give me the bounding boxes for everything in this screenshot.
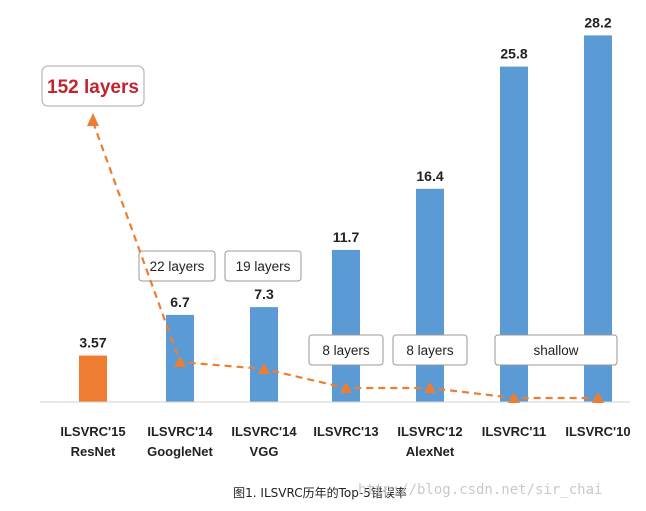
layer-annotations: 152 layers 22 layers 19 layers 8 layers … <box>41 65 618 366</box>
bar-3 <box>332 249 360 402</box>
annotation-8-layers-13: 8 layers <box>308 334 384 366</box>
value-label-4: 16.4 <box>416 168 443 184</box>
trend-marker-11 <box>508 392 520 403</box>
bar-2 <box>250 307 278 402</box>
annotation-152-layers: 152 layers <box>41 65 145 107</box>
value-label-6: 28.2 <box>584 14 611 30</box>
annotation-shallow-text: shallow <box>533 343 578 358</box>
tick-label-4-1: AlexNet <box>406 444 455 459</box>
value-label-1: 6.7 <box>170 294 190 310</box>
trend-marker-vgg <box>258 363 270 374</box>
annotation-8-layers-13-text: 8 layers <box>322 343 370 358</box>
trend-arrow-head <box>87 113 99 126</box>
annotation-22-layers: 22 layers <box>138 250 216 282</box>
value-label-2: 7.3 <box>254 286 274 302</box>
watermark-text: http://blog.csdn.net/sir_chai <box>358 482 602 498</box>
tick-label-6-0: ILSVRC'10 <box>565 424 630 439</box>
tick-label-3-0: ILSVRC'13 <box>313 424 378 439</box>
annotation-19-layers-text: 19 layers <box>236 259 291 274</box>
tick-label-0-0: ILSVRC'15 <box>60 424 125 439</box>
tick-label-1-0: ILSVRC'14 <box>147 424 213 439</box>
value-label-5: 25.8 <box>500 46 527 62</box>
value-label-0: 3.57 <box>79 335 106 351</box>
figure-caption: 图1. ILSVRC历年的Top-5错误率 <box>233 485 407 500</box>
bar-4 <box>416 188 444 402</box>
trend-marker-alexnet <box>424 382 436 393</box>
trend-marker-13 <box>340 382 352 393</box>
annotation-8-layers-12: 8 layers <box>392 334 468 366</box>
annotation-19-layers: 19 layers <box>224 250 302 282</box>
trend-marker-10 <box>592 392 604 403</box>
bars <box>79 35 612 403</box>
layers-trend-line <box>87 113 604 403</box>
value-label-3: 11.7 <box>333 229 360 245</box>
tick-label-2-0: ILSVRC'14 <box>231 424 297 439</box>
tick-label-2-1: VGG <box>250 444 279 459</box>
tick-label-4-0: ILSVRC'12 <box>397 424 462 439</box>
annotation-8-layers-12-text: 8 layers <box>406 343 454 358</box>
trend-marker-googlenet <box>174 356 186 367</box>
bar-0 <box>79 355 107 402</box>
annotation-shallow: shallow <box>494 334 618 366</box>
tick-label-5-0: ILSVRC'11 <box>482 424 547 439</box>
annotation-152-layers-text: 152 layers <box>47 77 139 98</box>
x-tick-labels: ILSVRC'15 ResNet ILSVRC'14 GoogleNet ILSVRC'… <box>60 424 630 459</box>
value-labels: 3.57 6.7 7.3 11.7 16.4 25.8 28.2 <box>79 14 611 350</box>
tick-label-0-1: ResNet <box>71 444 116 459</box>
tick-label-1-1: GoogleNet <box>147 444 213 459</box>
annotation-22-layers-text: 22 layers <box>150 259 205 274</box>
